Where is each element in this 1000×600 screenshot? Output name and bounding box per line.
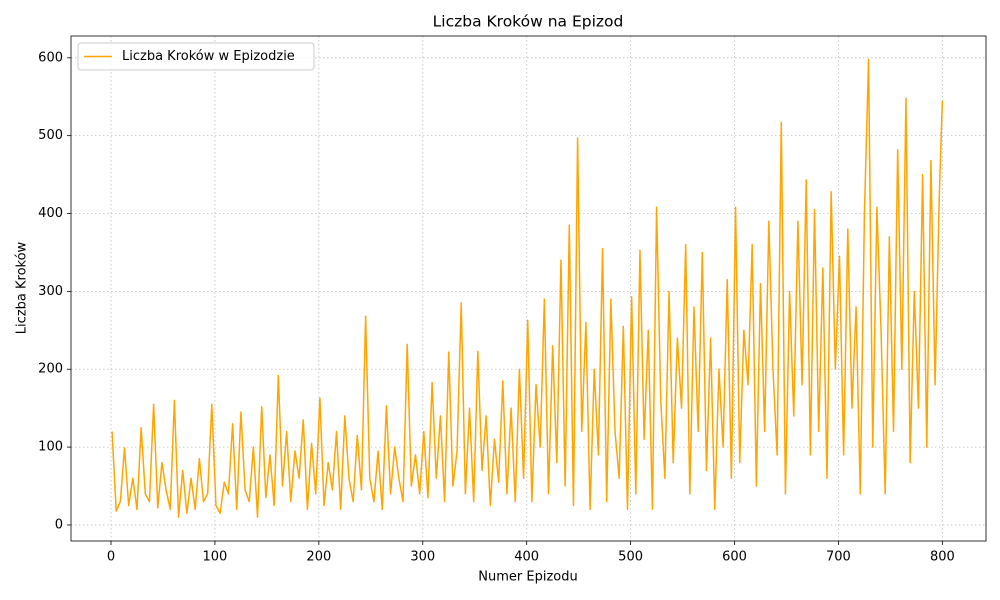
y-tick-label: 100 [38,440,63,455]
y-tick-label: 200 [38,362,63,377]
plot-frame [70,35,987,542]
y-tick-label: 500 [38,128,63,143]
x-tick-label: 200 [306,550,331,565]
x-tick-label: 300 [410,550,435,565]
x-tick-label: 600 [722,550,747,565]
plot [111,58,944,518]
x-tick-label: 100 [203,550,228,565]
y-tick-label: 300 [38,284,63,299]
legend-box [77,42,315,71]
y-tick-label: 400 [38,206,63,221]
x-tick-label: 400 [514,550,539,565]
x-axis-label: Numer Epizodu [478,570,577,585]
x-tick-label: 800 [930,550,955,565]
chart-title: Liczba Kroków na Epizod [433,13,624,31]
legend: Liczba Kroków w Epizodzie [77,42,315,71]
legend-label: Liczba Kroków w Epizodzie [122,49,295,64]
x-tick-label: 700 [826,550,851,565]
y-tick-label: 600 [38,50,63,65]
x-tick-label: 0 [107,550,115,565]
data-line [111,58,944,518]
y-axis-label: Liczba Kroków [15,241,30,334]
y-tick-label: 0 [55,517,63,532]
x-tick-label: 500 [618,550,643,565]
